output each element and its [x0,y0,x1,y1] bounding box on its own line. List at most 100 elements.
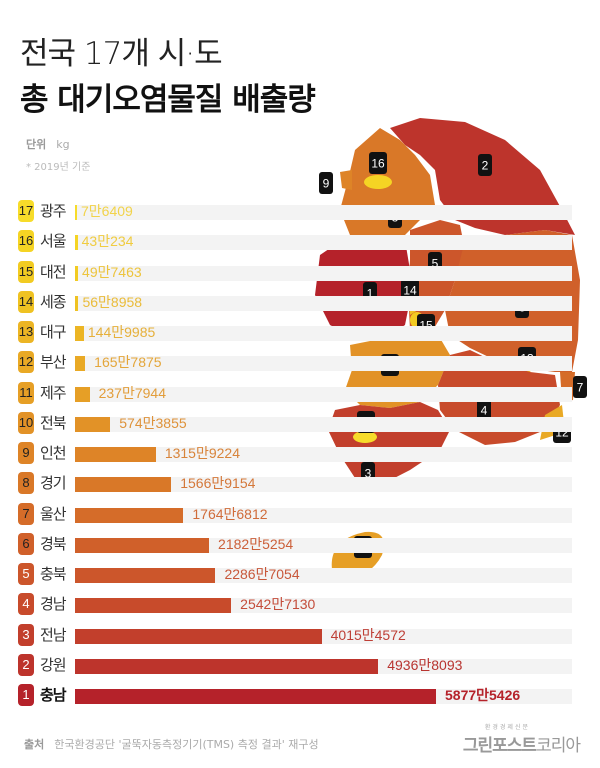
bar-row: 7 울산 1764만6812 [18,502,578,525]
bar-row: 10 전북 574만3855 [18,411,578,434]
bar [75,598,232,614]
source-text: 한국환경공단 '굴뚝자동측정기기(TMS) 측정 결과' 재구성 [54,738,319,751]
value-label: 2542만7130 [240,596,316,613]
unit-label: 단위 [26,138,47,151]
map-label: 7 [577,381,584,395]
category-label: 강원 [40,655,67,674]
bar-row: 15 대전 49만7463 [18,260,578,283]
bar-track [75,235,572,251]
bar-row: 3 전남 4015만4572 [18,623,578,646]
bar-track [75,326,572,341]
bar-row: 2 강원 4936만8093 [18,653,578,676]
rank-badge: 7 [18,502,34,525]
category-label: 울산 [40,504,67,523]
logo-small: 환경경제신문 [484,724,530,731]
bar-track [75,447,572,462]
value-label: 7만6409 [81,203,133,219]
category-label: 경기 [40,474,67,493]
rank-badge: 9 [18,442,34,464]
bar-row: 11 제주 237만7944 [18,381,578,404]
unit-value: kg [56,138,70,151]
value-label: 2286만7054 [224,566,300,582]
rank-badge: 13 [18,321,34,343]
map-label: 9 [323,177,330,191]
bar [75,447,156,462]
bar-row: 16 서울 43만234 [18,230,578,253]
category-label: 경남 [40,595,67,614]
map-label: 16 [371,157,385,171]
rank-badge: 14 [18,290,34,313]
bar [75,356,86,372]
value-label: 2182만5254 [218,535,294,552]
bar [75,235,78,251]
value-label: 1764만6812 [192,505,268,522]
category-label: 서울 [40,232,67,251]
bar-row: 6 경북 2182만5254 [18,532,578,555]
bar-track [75,416,572,432]
source: 출처 한국환경공단 '굴뚝자동측정기기(TMS) 측정 결과' 재구성 [24,736,319,752]
bar-row: 1 충남 5877만5426 [18,684,578,706]
bar-row: 5 충북 2286만7054 [18,563,578,585]
bar [75,265,79,281]
rank-badge: 8 [18,472,34,495]
value-label: 43만234 [81,233,134,250]
rank-badge: 3 [18,623,34,646]
bar-row: 9 인천 1315만9224 [18,442,578,464]
bar [75,628,322,644]
category-label: 대전 [40,262,67,281]
map-label-box [477,399,491,421]
category-label: 부산 [40,353,67,372]
value-label: 4936만8093 [387,656,463,673]
logo: 환경경제신문 그린포스트코리아 [462,722,581,756]
map-label-box [401,279,419,301]
bar [75,477,172,493]
value-label: 237만7944 [98,384,166,401]
bar-row: 12 부산 165만7875 [18,351,578,374]
bar-row: 4 경남 2542만7130 [18,593,578,616]
category-label: 충남 [40,686,67,704]
bar [75,568,216,583]
title-line1: 전국 17개 시·도 [20,36,223,72]
map-label: 14 [403,284,417,298]
value-label: 56만8958 [82,293,143,310]
bar-row: 13 대구 144만9985 [18,321,578,343]
map-label-box [478,154,492,176]
value-label: 1566만9154 [180,475,256,492]
region-9-incheon [340,170,352,190]
map-label-box [573,376,587,398]
rank-badge: 11 [18,381,34,404]
map-label-box [319,172,333,194]
bar-track [75,477,572,493]
category-label: 전북 [40,413,67,432]
category-label: 전남 [40,625,67,644]
value-label: 144만9985 [87,324,156,340]
bar-track [75,386,572,402]
region-1-chungnam [315,238,410,338]
logo-main: 그린포스트 [462,736,537,756]
bar [75,416,111,432]
category-label: 충북 [40,565,67,583]
bar [75,658,379,674]
category-label: 대구 [40,323,67,341]
rank-badge: 2 [18,653,34,676]
bar-row: 17 광주 7만6409 [18,200,578,222]
map-label: 2 [482,159,489,173]
bar [75,386,90,402]
rank-badge: 10 [18,411,34,434]
map-label: 4 [481,404,488,418]
value-label: 4015만4572 [330,626,406,643]
map-label-box [369,152,387,174]
value-label: 1315만9224 [164,445,240,461]
rank-badge: 1 [18,684,34,706]
bar-track [75,265,572,281]
bar-track [75,205,572,220]
category-label: 인천 [40,444,67,462]
bar [75,507,184,523]
value-label: 5877만5426 [445,687,521,703]
note: * 2019년 기준 [26,162,91,173]
unit: 단위 kg [26,136,70,152]
bar-row: 8 경기 1566만9154 [18,472,578,495]
logo-sub: 코리아 [536,736,581,756]
bar [75,689,436,704]
value-label: 574만3855 [119,414,187,431]
